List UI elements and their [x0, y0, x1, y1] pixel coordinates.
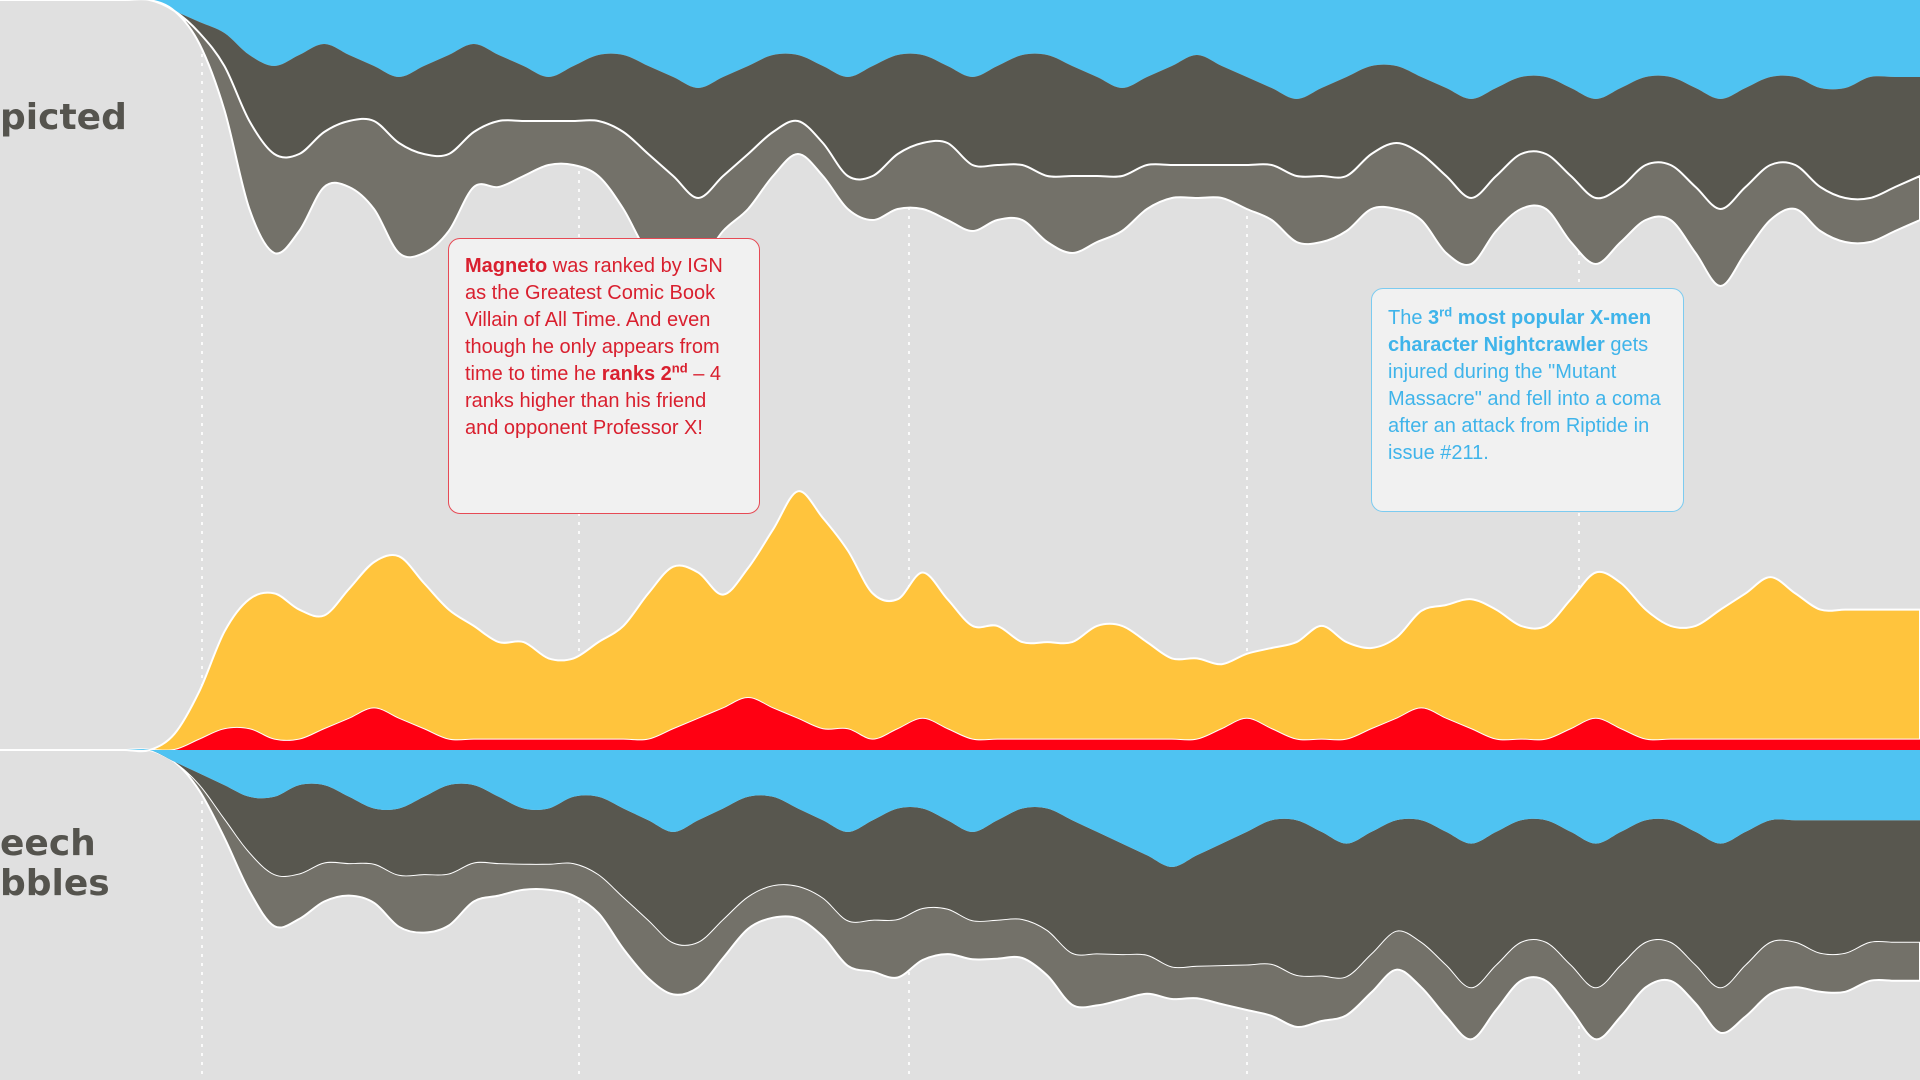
callout-nightcrawler-intro: The — [1388, 307, 1429, 329]
row-label-speech-line2: bbles — [0, 863, 110, 904]
row-label-depicted-text: picted — [0, 97, 127, 138]
callout-magneto-rank: ranks 2nd — [601, 360, 688, 385]
callout-nightcrawler: The 3rd most popular X-men character Nig… — [1371, 288, 1684, 512]
callout-nightcrawler-bold2: most popular X-men character Nightcrawle… — [1388, 307, 1652, 356]
speech-series-gray-inner — [0, 749, 1920, 988]
callout-nightcrawler-text: The 3rd most popular X-men character Nig… — [1388, 305, 1667, 467]
speech-series-red — [0, 698, 1920, 751]
row-label-depicted: picted — [0, 98, 127, 138]
callout-magneto-text2: – 4 ranks higher than his friend and opp… — [465, 363, 722, 439]
depicted-series-gray-inner — [0, 0, 1920, 209]
callout-magneto: Magneto was ranked by IGN as the Greates… — [448, 238, 760, 514]
callout-nightcrawler-bold1: 3 — [1428, 307, 1440, 329]
callout-nightcrawler-sup: rd — [1439, 304, 1453, 320]
row-label-speech-bubbles: eech bbles — [0, 824, 110, 904]
callout-magneto-name: Magneto — [465, 255, 548, 277]
speech-series-blue — [0, 749, 1920, 867]
depicted-series-gray-outer — [0, 0, 1920, 288]
row-label-speech-line1: eech — [0, 823, 96, 864]
callout-magneto-rank-sup: nd — [671, 360, 688, 376]
callout-magneto-rank-text: ranks 2 — [601, 363, 672, 385]
callout-nightcrawler-rest: gets injured during the "Mutant Massacre… — [1388, 334, 1661, 464]
depicted-series-blue — [0, 0, 1920, 99]
speech-series-yellow — [0, 490, 1920, 753]
callout-magneto-text: Magneto was ranked by IGN as the Greates… — [465, 253, 743, 442]
callout-nightcrawler-bold: 3rd most popular X-men character Nightcr… — [1388, 304, 1652, 356]
callout-magneto-text1: was ranked by IGN as the Greatest Comic … — [465, 255, 723, 385]
